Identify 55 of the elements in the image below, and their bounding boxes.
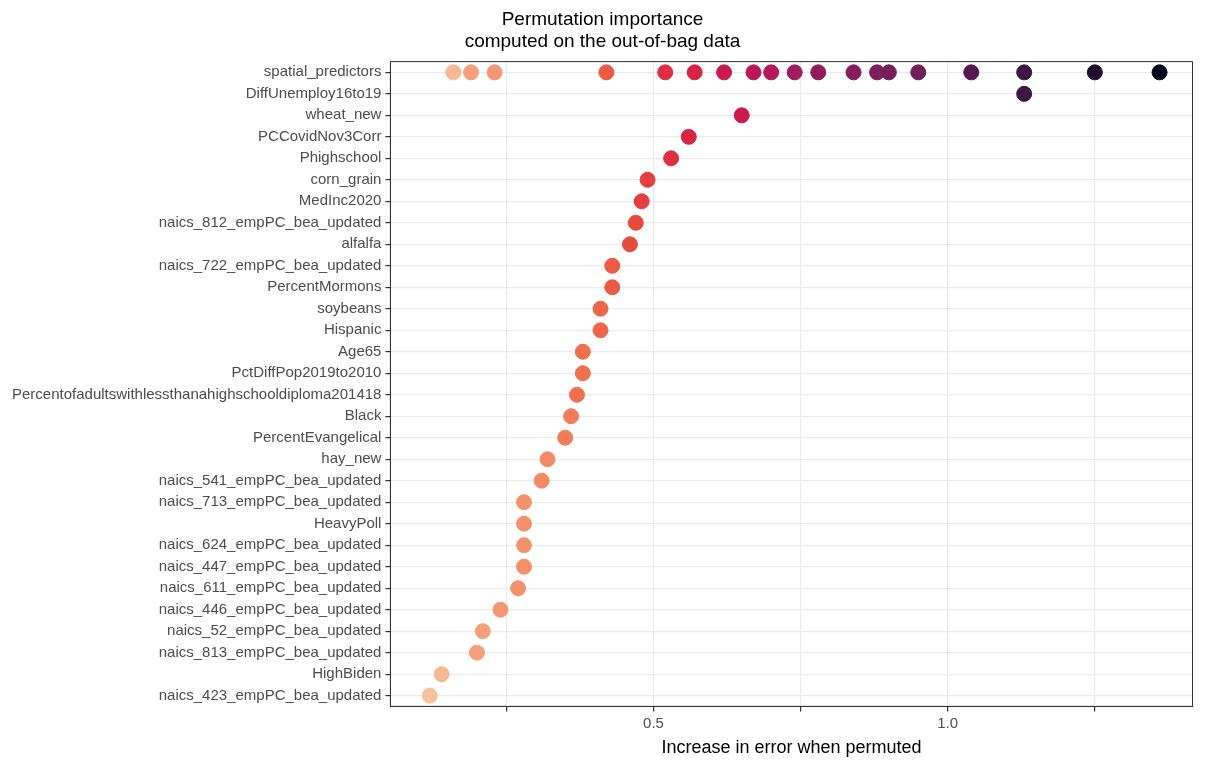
point: [592, 322, 609, 339]
y-tick-label: naics_541_empPC_bea_updated: [158, 470, 382, 488]
y-tick-label: MedInc2020: [298, 191, 382, 209]
y-tick-label: PCCovidNov3Corr: [258, 126, 382, 144]
y-tick-label: Age65: [338, 341, 382, 359]
y-tick-label: naics_447_empPC_bea_updated: [158, 556, 382, 574]
y-tick-label: wheat_new: [304, 105, 382, 123]
y-tick-label: naics_446_empPC_bea_updated: [158, 599, 382, 617]
point: [516, 515, 532, 532]
y-tick-label: PercentEvangelical: [253, 427, 382, 445]
point: [639, 171, 656, 188]
x-tick-label: 1.0: [937, 713, 959, 731]
y-tick-label: naics_611_empPC_bea_updated: [159, 578, 382, 596]
x-tick-label: 0.5: [643, 713, 664, 731]
point: [557, 429, 574, 446]
point: [510, 580, 527, 597]
y-tick-label: PercentMormons: [267, 277, 382, 295]
y-tick-label: Percentofadultswithlessthanahighschooldiploma201418: [12, 384, 382, 402]
y-tick-label: alfalfa: [341, 234, 383, 252]
point: [574, 343, 591, 360]
point: [621, 236, 638, 253]
y-tick-label: DiffUnemploy16to19: [245, 83, 382, 101]
y-tick-label: hay_new: [321, 449, 382, 467]
point: [539, 451, 556, 468]
point: [627, 214, 644, 231]
point: [516, 494, 532, 511]
chart-title: Permutation importance: [501, 7, 704, 29]
y-tick-label: corn_grain: [310, 169, 382, 187]
y-tick-label: HeavyPoll: [313, 513, 382, 531]
point: [421, 687, 438, 704]
y-tick-label: naics_713_empPC_bea_updated: [158, 492, 382, 510]
y-tick-label: naics_812_empPC_bea_updated: [158, 212, 382, 230]
point: [592, 300, 609, 317]
point: [533, 472, 550, 489]
point: [516, 537, 532, 554]
point: [563, 408, 580, 425]
y-tick-label: spatial_predictors: [263, 62, 382, 80]
y-tick-label: HighBiden: [312, 664, 382, 682]
y-tick-label: naics_624_empPC_bea_updated: [158, 535, 382, 553]
y-tick-label: Hispanic: [323, 320, 382, 338]
y-tick-label: naics_722_empPC_bea_updated: [158, 255, 382, 273]
x-axis-title: Increase in error when permuted: [661, 737, 922, 758]
point: [516, 558, 532, 575]
y-tick-label: soybeans: [317, 298, 382, 316]
point: [568, 386, 585, 403]
y-tick-label: naics_423_empPC_bea_updated: [158, 685, 382, 703]
chart-subtitle: computed on the out-of-bag data: [464, 30, 741, 52]
point: [445, 64, 462, 81]
y-tick-label: naics_813_empPC_bea_updated: [158, 642, 382, 660]
y-tick-label: PctDiffPop2019to2010: [231, 363, 382, 381]
y-tick-label: Black: [344, 406, 382, 424]
point: [633, 193, 650, 210]
point: [574, 365, 591, 382]
y-tick-label: Phighschool: [299, 148, 382, 166]
y-tick-label: naics_52_empPC_bea_updated: [167, 621, 382, 639]
